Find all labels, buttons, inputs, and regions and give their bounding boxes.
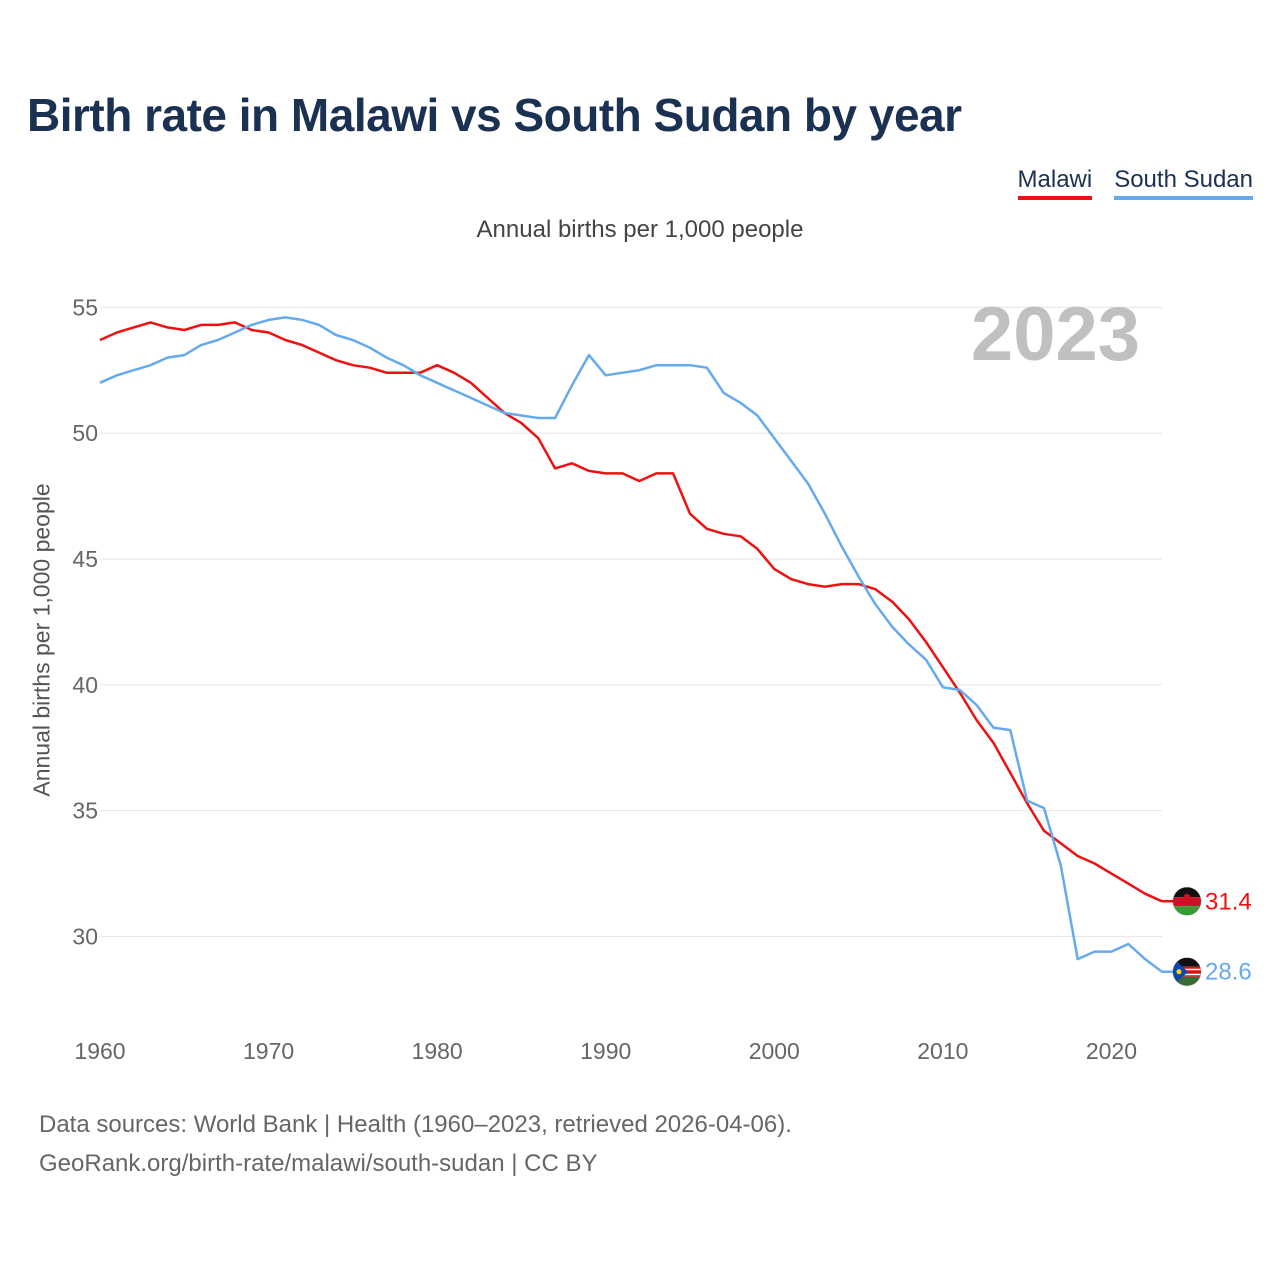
x-tick-label: 1970 bbox=[243, 1038, 294, 1064]
end-value-label-malawi: 31.4 bbox=[1205, 888, 1252, 915]
x-tick-label: 2020 bbox=[1086, 1038, 1137, 1064]
series-line-south-sudan[interactable] bbox=[99, 316, 1163, 973]
series-line-malawi[interactable] bbox=[99, 321, 1163, 903]
y-tick-label: 50 bbox=[72, 420, 98, 446]
x-tick-label: 2010 bbox=[917, 1038, 968, 1064]
legend: Malawi South Sudan bbox=[1017, 166, 1253, 200]
legend-item-south-sudan[interactable]: South Sudan bbox=[1114, 166, 1253, 200]
end-value-label-south-sudan: 28.6 bbox=[1205, 959, 1252, 986]
legend-item-malawi[interactable]: Malawi bbox=[1017, 166, 1093, 200]
y-tick-label: 30 bbox=[72, 923, 98, 949]
chart-subtitle: Annual births per 1,000 people bbox=[476, 216, 804, 243]
source-note: Data sources: World Bank | Health (1960–… bbox=[39, 1105, 792, 1183]
y-tick-label: 55 bbox=[72, 294, 98, 320]
x-tick-label: 2000 bbox=[749, 1038, 800, 1064]
flag-malawi-icon bbox=[1172, 886, 1202, 916]
source-line-1: Data sources: World Bank | Health (1960–… bbox=[39, 1111, 792, 1138]
y-tick-label: 35 bbox=[72, 798, 98, 824]
chart-title: Birth rate in Malawi vs South Sudan by y… bbox=[27, 89, 962, 141]
y-tick-label: 40 bbox=[72, 672, 98, 698]
x-tick-label: 1990 bbox=[580, 1038, 631, 1064]
year-badge: 2023 bbox=[971, 292, 1140, 377]
x-tick-label: 1960 bbox=[74, 1038, 125, 1064]
y-tick-label: 45 bbox=[72, 546, 98, 572]
flag-south-sudan-icon bbox=[1172, 957, 1202, 987]
x-tick-label: 1980 bbox=[412, 1038, 463, 1064]
source-line-2[interactable]: GeoRank.org/birth-rate/malawi/south-suda… bbox=[39, 1150, 598, 1177]
